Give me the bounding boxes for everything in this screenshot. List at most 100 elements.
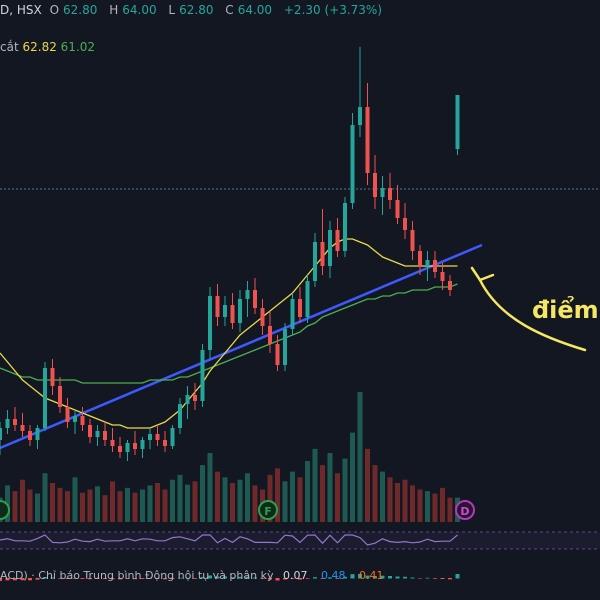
volume-bar <box>305 461 310 522</box>
volume-bar <box>80 492 85 522</box>
candle <box>73 410 77 434</box>
macd-bar <box>230 577 235 579</box>
macd-bar <box>80 578 85 579</box>
macd-bar <box>50 577 55 579</box>
volume-bar <box>215 471 220 522</box>
macd-bar <box>58 578 62 579</box>
macd-bar <box>5 578 10 581</box>
ma-slow-line <box>0 283 458 384</box>
event-badge-d[interactable]: D <box>455 500 475 520</box>
candle <box>35 425 40 449</box>
candle <box>320 209 325 275</box>
candle <box>20 413 25 437</box>
candle <box>373 155 377 209</box>
volume-bar <box>380 471 385 522</box>
macd-legend[interactable]: ACD) · Chỉ báo Trung bình Động hội tụ và… <box>0 569 383 582</box>
candle <box>133 431 137 455</box>
candle <box>245 281 250 317</box>
volume-bar <box>267 474 273 522</box>
macd-bar <box>433 578 437 579</box>
macd-bar <box>73 578 77 579</box>
macd-bar <box>320 578 325 579</box>
volume-bar <box>110 481 115 522</box>
macd-bar <box>43 577 47 579</box>
macd-bar <box>268 578 272 580</box>
volume-bar <box>200 465 205 522</box>
annotation-text: điểm <box>532 296 599 324</box>
volume-bar <box>312 448 318 522</box>
candle <box>418 245 422 275</box>
candle <box>13 407 17 431</box>
macd-bar <box>298 578 302 580</box>
macd-bar <box>148 578 152 579</box>
candle <box>290 293 295 335</box>
candle <box>388 173 392 209</box>
candle <box>95 425 100 446</box>
candle <box>313 233 317 287</box>
volume-bar <box>170 479 175 522</box>
symbol-header: D, HSX O 62.80 H 64.00 L 62.80 C 64.00 +2.30… <box>0 3 386 17</box>
macd-bar <box>388 576 392 579</box>
macd-bar <box>440 578 445 579</box>
macd-bar <box>163 578 167 580</box>
volume-bar <box>102 495 108 522</box>
macd-bar <box>223 576 227 579</box>
ma-legend[interactable]: cắt 62.82 61.02 <box>0 40 95 54</box>
candle <box>50 359 55 395</box>
candle <box>433 251 437 278</box>
change-value: +2.30 (+3.73%) <box>283 3 383 17</box>
macd-bar <box>410 577 415 579</box>
candle <box>358 47 362 137</box>
ma-fast-line <box>0 238 458 429</box>
macd-value-2: 0.48 <box>320 569 346 582</box>
macd-bar <box>358 574 362 579</box>
volume-bar <box>50 483 55 522</box>
volume-bar <box>440 487 445 522</box>
macd-bar <box>65 578 70 579</box>
volume-bar <box>432 493 438 522</box>
high-value: H 64.00 <box>109 3 157 17</box>
candle <box>268 311 272 353</box>
volume-bar <box>335 473 340 522</box>
candle <box>163 431 167 452</box>
low-value: L 62.80 <box>168 3 214 17</box>
volume-bar <box>20 479 25 522</box>
macd-bar <box>245 576 250 579</box>
macd-bar <box>335 578 340 579</box>
volume-bar <box>395 483 400 522</box>
macd-bar <box>403 576 407 579</box>
macd-bar <box>290 578 295 579</box>
volume-bar <box>282 481 288 522</box>
rsi-line <box>0 534 458 546</box>
candle <box>65 398 70 428</box>
volume-bar <box>350 432 355 522</box>
candles <box>0 47 460 461</box>
candle <box>193 383 197 410</box>
volume-bar <box>357 392 363 522</box>
trendline <box>0 243 483 450</box>
volume-bar <box>12 491 18 522</box>
candle <box>58 377 62 413</box>
annotation-arrow <box>478 278 587 352</box>
macd-pane <box>0 574 460 581</box>
event-badge-f[interactable]: F <box>258 500 278 520</box>
candle <box>208 287 212 359</box>
candle <box>380 176 385 215</box>
candle <box>0 422 2 455</box>
volume-bar <box>185 484 190 522</box>
volume-bar <box>117 491 123 522</box>
candle <box>230 293 235 329</box>
volume-bar <box>177 474 183 522</box>
volume-bar <box>417 489 423 522</box>
macd-bar <box>350 574 355 579</box>
macd-bar <box>455 574 460 579</box>
macd-bar <box>185 577 190 579</box>
macd-bar <box>118 578 122 580</box>
macd-bar <box>275 578 280 581</box>
candle <box>253 278 257 314</box>
symbol-name[interactable]: D, HSX <box>0 3 42 17</box>
ma-slow-value: 61.02 <box>60 40 96 54</box>
volume-bar <box>65 491 70 522</box>
macd-bar <box>13 578 17 581</box>
